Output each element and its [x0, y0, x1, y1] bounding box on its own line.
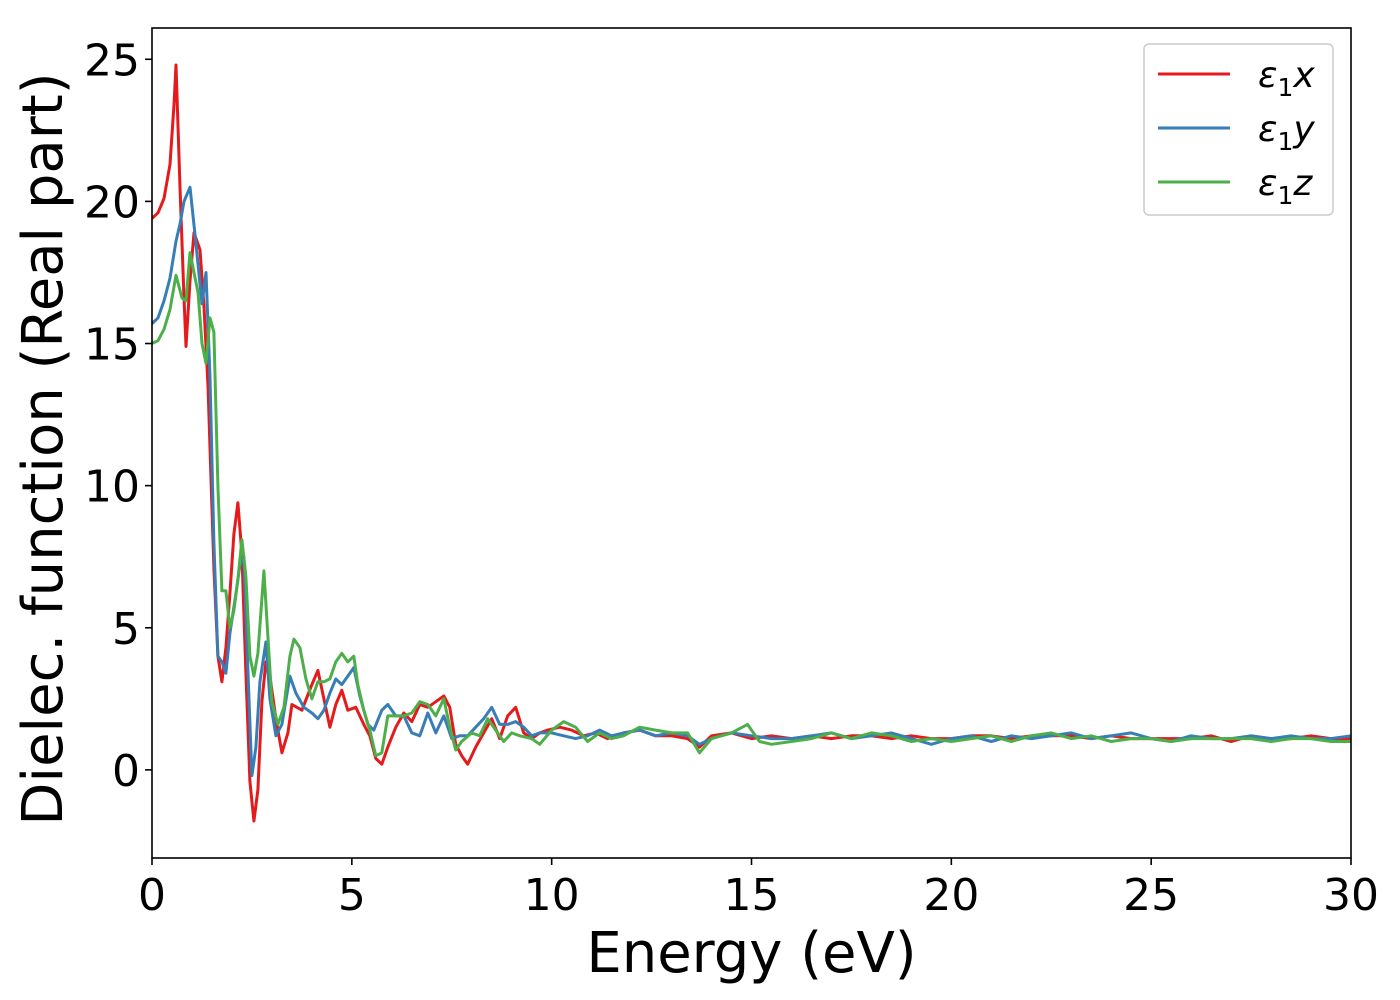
y-tick-label: 5 [112, 604, 140, 655]
x-tick-label: 30 [1323, 870, 1379, 921]
series-line-z [152, 251, 1351, 758]
x-tick-label: 0 [138, 870, 166, 921]
y-tick-label: 15 [84, 320, 140, 371]
series-layer [152, 63, 1351, 823]
legend: ε1x ε1y ε1z [1143, 43, 1334, 216]
y-tick-label: 0 [112, 746, 140, 797]
y-axis-label: Dielec. function (Real part) [11, 72, 76, 825]
y-tick-label: 10 [84, 462, 140, 513]
x-tick-label: 25 [1123, 870, 1179, 921]
x-axis-label: Energy (eV) [586, 921, 916, 986]
x-tick-label: 5 [338, 870, 366, 921]
x-tick-label: 20 [923, 870, 979, 921]
legend-label-y: ε1y [1258, 109, 1315, 156]
tick-layer: 0 5 10 15 20 25 30 0 5 10 15 20 25 [84, 35, 1379, 921]
y-tick-label: 20 [84, 177, 140, 228]
legend-label-z: ε1z [1258, 163, 1313, 210]
legend-label-x: ε1x [1258, 55, 1315, 102]
plot-area-frame [151, 27, 1352, 859]
x-tick-label: 10 [524, 870, 580, 921]
x-tick-label: 15 [724, 870, 780, 921]
series-line-y [152, 185, 1351, 778]
y-tick-label: 25 [84, 35, 140, 86]
legend-box [1143, 43, 1334, 216]
